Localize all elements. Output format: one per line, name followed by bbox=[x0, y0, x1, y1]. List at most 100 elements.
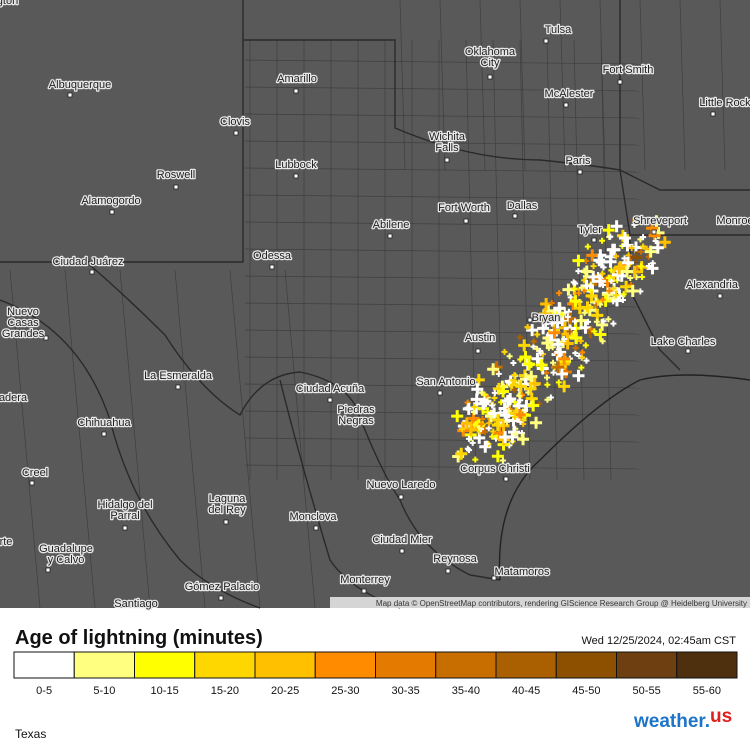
lightning-strike bbox=[517, 356, 524, 363]
county-line bbox=[519, 0, 526, 171]
county-line bbox=[284, 269, 316, 609]
city-dot bbox=[475, 348, 481, 354]
lightning-strike bbox=[504, 392, 517, 405]
county-line bbox=[119, 269, 151, 609]
lightning-strike bbox=[524, 382, 537, 395]
city-label: Ciudad Mier bbox=[372, 534, 432, 546]
lightning-strike bbox=[479, 415, 486, 422]
lightning-strike bbox=[524, 324, 531, 331]
lightning-strike bbox=[544, 396, 551, 403]
county-line bbox=[174, 269, 206, 609]
city-dot bbox=[175, 384, 181, 390]
county-line bbox=[244, 113, 641, 119]
lightning-strike bbox=[511, 371, 518, 378]
lightning-strike bbox=[512, 431, 519, 438]
lightning-strike bbox=[465, 435, 472, 442]
lightning-strike bbox=[638, 248, 645, 255]
city-label: Fort Worth bbox=[438, 202, 490, 214]
lightning-strike bbox=[505, 379, 512, 386]
city-label: Gómez Palacio bbox=[185, 581, 260, 593]
county-line bbox=[479, 0, 486, 171]
legend-label: 25-30 bbox=[331, 685, 359, 697]
legend-swatch bbox=[314, 651, 376, 679]
city-dot bbox=[89, 269, 95, 275]
lightning-strike bbox=[459, 426, 466, 433]
city-dot bbox=[313, 525, 319, 531]
city-label: Chihuahua bbox=[77, 417, 131, 429]
lightning-strike bbox=[640, 243, 647, 250]
logo[interactable]: weather.us bbox=[633, 706, 732, 732]
county-line bbox=[244, 410, 641, 416]
legend-swatch bbox=[134, 651, 196, 679]
lightning-strike bbox=[591, 328, 598, 335]
city-dot bbox=[361, 588, 367, 594]
county-line bbox=[492, 39, 504, 481]
city-dot bbox=[45, 567, 51, 573]
lightning-strike bbox=[511, 386, 518, 393]
lightning-strike bbox=[640, 234, 647, 241]
lightning-strike bbox=[610, 294, 623, 307]
city-label: McAlester bbox=[545, 88, 594, 100]
lightning-strike bbox=[586, 249, 599, 262]
city-label: Matamoros bbox=[494, 566, 550, 578]
legend-swatch bbox=[13, 651, 75, 679]
city-label: Falls bbox=[435, 142, 459, 154]
lightning-strike bbox=[578, 364, 585, 371]
lightning-strike bbox=[610, 285, 617, 292]
lightning-strike bbox=[612, 292, 619, 299]
city-label: Amarillo bbox=[277, 73, 317, 85]
city-dot bbox=[327, 397, 333, 403]
lightning-strike bbox=[488, 407, 501, 420]
lightning-strike bbox=[618, 232, 631, 245]
lightning-strike bbox=[585, 318, 592, 325]
city-label: Ciudad Juárez bbox=[53, 256, 124, 268]
city-label: Grandes bbox=[2, 328, 45, 340]
legend-swatch bbox=[194, 651, 256, 679]
legend-label: 30-35 bbox=[392, 685, 420, 697]
lightning-strike bbox=[569, 295, 582, 308]
county-line bbox=[244, 194, 641, 200]
lightning-strike bbox=[451, 410, 464, 423]
lightning-strike bbox=[517, 433, 530, 446]
lightning-strike bbox=[578, 354, 585, 361]
legend-swatch bbox=[555, 651, 617, 679]
lightning-strike bbox=[599, 294, 612, 307]
lightning-strike bbox=[628, 244, 635, 251]
lightning-strike bbox=[594, 328, 607, 341]
lightning-strike bbox=[499, 431, 512, 444]
county-line bbox=[244, 167, 641, 173]
state-borders bbox=[0, 0, 750, 609]
attribution-bg bbox=[330, 597, 750, 608]
lightning-strike bbox=[510, 360, 517, 367]
legend-title: Age of lightning (minutes) bbox=[15, 627, 263, 649]
lightning-strike bbox=[495, 370, 502, 377]
legend-swatch bbox=[254, 651, 316, 679]
lightning-strike bbox=[631, 221, 638, 228]
county-line bbox=[639, 0, 646, 171]
city-dot bbox=[398, 494, 404, 500]
county-line bbox=[244, 248, 641, 254]
lightning-strike bbox=[526, 324, 539, 337]
lightning-strike bbox=[571, 285, 578, 292]
city-label: Alexandria bbox=[686, 279, 739, 291]
lightning-strike bbox=[547, 394, 554, 401]
county-line bbox=[244, 383, 641, 389]
lightning-strike bbox=[487, 363, 500, 376]
city-label: Monroe bbox=[716, 215, 750, 227]
lightning-strike bbox=[570, 331, 583, 344]
lightning-strike bbox=[548, 326, 561, 339]
lightning-strike bbox=[490, 428, 497, 435]
lightning-strike bbox=[566, 328, 573, 335]
city-dot bbox=[293, 88, 299, 94]
lightning-strike bbox=[455, 447, 468, 460]
lightning-strike bbox=[519, 350, 532, 363]
lightning-strike bbox=[613, 262, 626, 275]
lightning-strike bbox=[610, 320, 617, 327]
city-dot bbox=[445, 568, 451, 574]
city-label: Dallas bbox=[507, 200, 538, 212]
attribution: Map data © OpenStreetMap contributors, r… bbox=[376, 599, 747, 608]
lightning-strike bbox=[523, 358, 536, 371]
lightning-strike bbox=[644, 245, 657, 258]
lightning-strike bbox=[541, 337, 554, 350]
